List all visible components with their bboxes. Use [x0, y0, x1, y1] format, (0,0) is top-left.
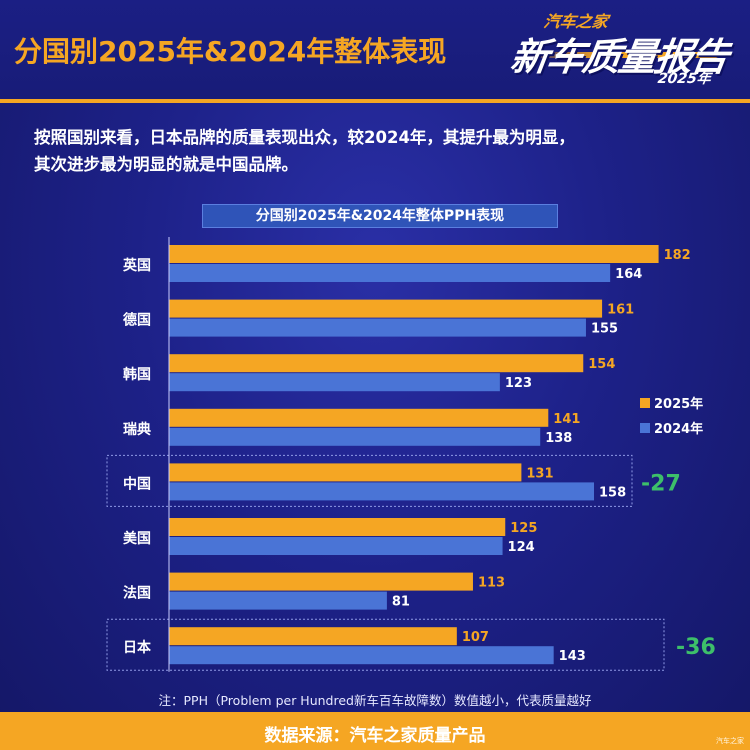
data-label-2024年-cat-3: 138	[545, 431, 572, 446]
bar-2025年-cat-4	[169, 463, 522, 482]
data-label-2024年-cat-5: 124	[508, 540, 535, 555]
category-label-cat-6: 法国	[123, 585, 151, 602]
legend-label-2024年: 2024年	[654, 421, 703, 437]
legend-swatch-2024年	[640, 423, 650, 433]
intro-line-2: 其次进步最为明显的就是中国品牌。	[34, 155, 298, 174]
bar-2025年-cat-5	[169, 518, 506, 536]
bar-2024年-cat-3	[169, 427, 541, 446]
footnote: 注：PPH（Problem per Hundred新车百车故障数）数值越小，代表…	[158, 693, 592, 708]
category-label-cat-3: 瑞典	[123, 421, 151, 438]
data-source: 数据来源：汽车之家质量产品	[264, 726, 486, 746]
category-label-cat-2: 韩国	[123, 366, 151, 383]
bar-2024年-cat-1	[169, 318, 586, 337]
header-accent-line	[0, 99, 750, 103]
category-label-cat-7: 日本	[123, 639, 152, 656]
data-label-2025年-cat-5: 125	[510, 521, 537, 536]
category-label-cat-5: 美国	[123, 530, 151, 547]
bar-2024年-cat-0	[169, 264, 611, 282]
bar-2024年-cat-6	[169, 591, 387, 610]
data-label-2024年-cat-7: 143	[559, 649, 586, 664]
bar-2024年-cat-7	[169, 646, 554, 665]
data-label-2025年-cat-4: 131	[526, 466, 553, 481]
bar-2025年-cat-7	[169, 627, 457, 646]
category-label-cat-1: 德国	[123, 312, 151, 329]
chart-title: 分国别2025年&2024年整体PPH表现	[202, 204, 558, 228]
data-label-2025年-cat-7: 107	[462, 630, 489, 645]
data-label-2024年-cat-6: 81	[392, 595, 410, 610]
bar-2025年-cat-6	[169, 572, 473, 591]
data-label-2025年-cat-0: 182	[664, 248, 691, 263]
data-label-2025年-cat-1: 161	[607, 303, 634, 318]
bar-2024年-cat-5	[169, 537, 503, 555]
footer-band: 数据来源：汽车之家质量产品 汽车之家	[0, 712, 750, 750]
data-label-2025年-cat-3: 141	[553, 412, 580, 427]
category-label-cat-0: 英国	[122, 257, 151, 274]
page-title: 分国别2025年&2024年整体表现	[14, 35, 447, 68]
bar-2024年-cat-2	[169, 373, 500, 392]
data-label-2025年-cat-6: 113	[478, 576, 505, 591]
header-band	[0, 0, 750, 100]
bar-2025年-cat-1	[169, 299, 603, 318]
watermark: 汽车之家	[716, 737, 744, 745]
bar-2025年-cat-3	[169, 408, 549, 427]
intro-line-1: 按照国别来看，日本品牌的质量表现出众，较2024年，其提升最为明显，	[34, 128, 575, 147]
delta-annotation-cat-4: -27	[641, 471, 681, 496]
bar-2024年-cat-4	[169, 482, 595, 501]
legend-swatch-2025年	[640, 398, 650, 408]
delta-annotation-cat-7: -36	[676, 635, 716, 660]
data-label-2024年-cat-4: 158	[599, 485, 626, 500]
legend-label-2025年: 2025年	[654, 396, 703, 412]
category-label-cat-4: 中国	[123, 475, 151, 492]
data-label-2024年-cat-1: 155	[591, 322, 618, 337]
data-label-2025年-cat-2: 154	[588, 357, 615, 372]
data-label-2024年-cat-2: 123	[505, 376, 532, 391]
data-label-2024年-cat-0: 164	[615, 267, 642, 282]
intro-text: 按照国别来看，日本品牌的质量表现出众，较2024年，其提升最为明显， 其次进步最…	[34, 124, 734, 178]
bar-2025年-cat-2	[169, 354, 584, 373]
bar-2025年-cat-0	[169, 245, 659, 263]
